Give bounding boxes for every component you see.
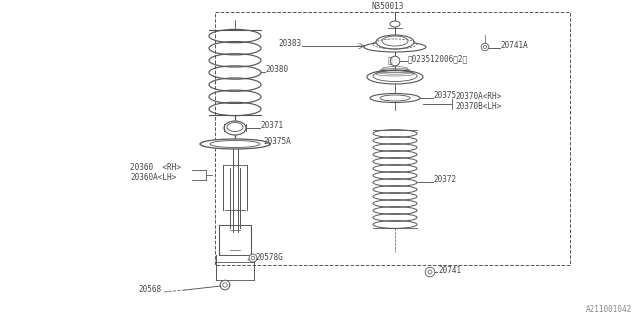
Ellipse shape <box>224 121 246 135</box>
Ellipse shape <box>390 21 400 27</box>
Circle shape <box>249 254 257 262</box>
Text: 20380: 20380 <box>265 65 288 74</box>
Circle shape <box>220 280 230 290</box>
Text: 20370A<RH>: 20370A<RH> <box>455 92 501 101</box>
Text: 20383: 20383 <box>279 39 302 48</box>
Text: Ⓝ: Ⓝ <box>387 57 392 66</box>
Ellipse shape <box>367 70 423 84</box>
Circle shape <box>481 43 489 51</box>
Text: 20741A: 20741A <box>500 41 528 50</box>
Text: 20741: 20741 <box>438 266 461 275</box>
Text: N350013: N350013 <box>372 2 404 11</box>
Ellipse shape <box>200 139 270 149</box>
Text: 20370B<LH>: 20370B<LH> <box>455 102 501 111</box>
Text: 20568: 20568 <box>139 285 162 294</box>
Text: 20372: 20372 <box>433 175 456 184</box>
Ellipse shape <box>370 93 420 102</box>
Text: 20360  <RH>: 20360 <RH> <box>130 163 181 172</box>
Ellipse shape <box>364 42 426 52</box>
Ellipse shape <box>376 35 414 49</box>
Text: 20371: 20371 <box>260 121 283 130</box>
Circle shape <box>425 267 435 277</box>
Circle shape <box>390 56 400 66</box>
Text: Ⓝ023512006（2）: Ⓝ023512006（2） <box>408 54 468 63</box>
Text: 20360A<LH>: 20360A<LH> <box>130 173 176 182</box>
Text: 20578G: 20578G <box>255 253 283 262</box>
Text: 20375: 20375 <box>433 91 456 100</box>
Text: 20375A: 20375A <box>263 137 291 146</box>
Text: A211001042: A211001042 <box>586 305 632 314</box>
